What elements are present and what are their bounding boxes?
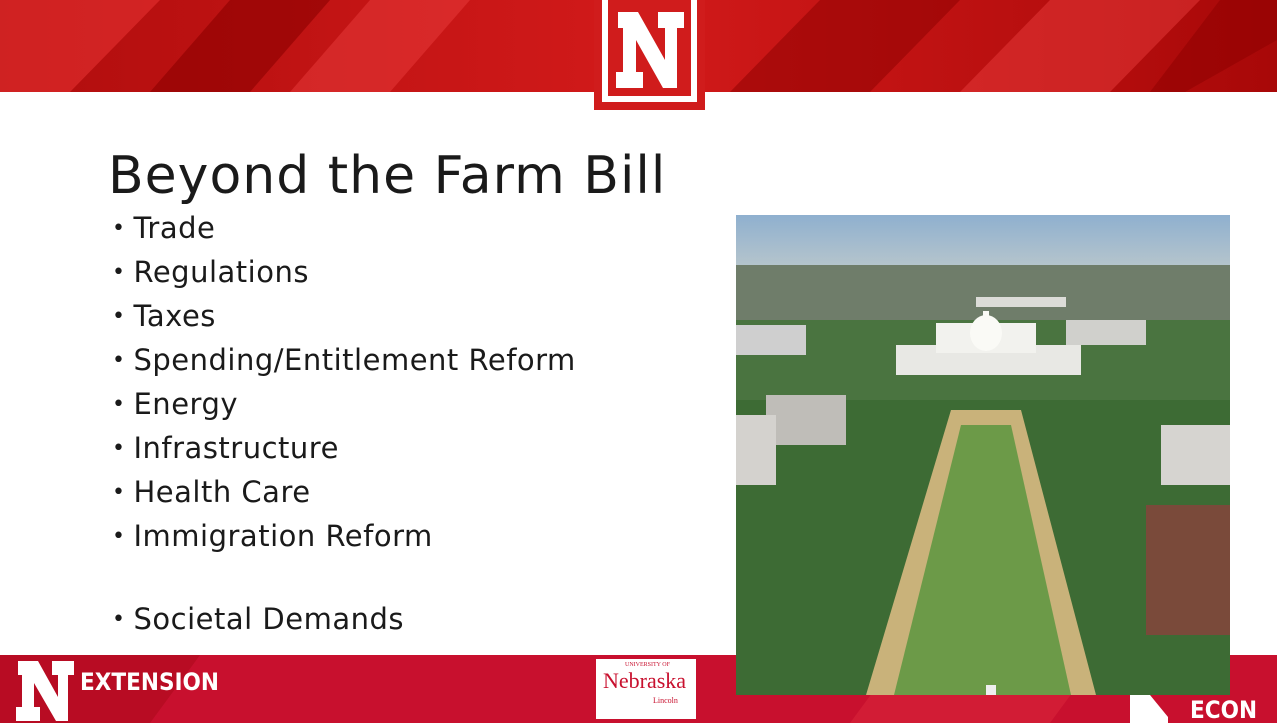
bullet-item: Trade bbox=[112, 208, 576, 252]
bullet-item: Energy bbox=[112, 384, 576, 428]
university-logo: UNIVERSITY OF Nebraska Lincoln bbox=[603, 660, 689, 718]
logo-bottom: Lincoln bbox=[653, 696, 678, 705]
bullet-item: Spending/Entitlement Reform bbox=[112, 340, 576, 384]
bullet-list: TradeRegulationsTaxesSpending/Entitlemen… bbox=[112, 208, 576, 643]
header-band bbox=[0, 0, 1277, 112]
bullet-item: Taxes bbox=[112, 296, 576, 340]
bullet-item: Societal Demands bbox=[112, 599, 576, 643]
capitol-photo bbox=[736, 215, 1230, 695]
slide: Beyond the Farm Bill TradeRegulationsTax… bbox=[0, 0, 1277, 723]
slide-title: Beyond the Farm Bill bbox=[108, 146, 666, 206]
bullet-item: Infrastructure bbox=[112, 428, 576, 472]
bullet-item: Regulations bbox=[112, 252, 576, 296]
footer-left: EXTENSION bbox=[80, 668, 219, 696]
bullet-item: Health Care bbox=[112, 472, 576, 516]
bullet-item: Immigration Reform bbox=[112, 516, 576, 560]
logo-name: Nebraska bbox=[603, 668, 686, 694]
